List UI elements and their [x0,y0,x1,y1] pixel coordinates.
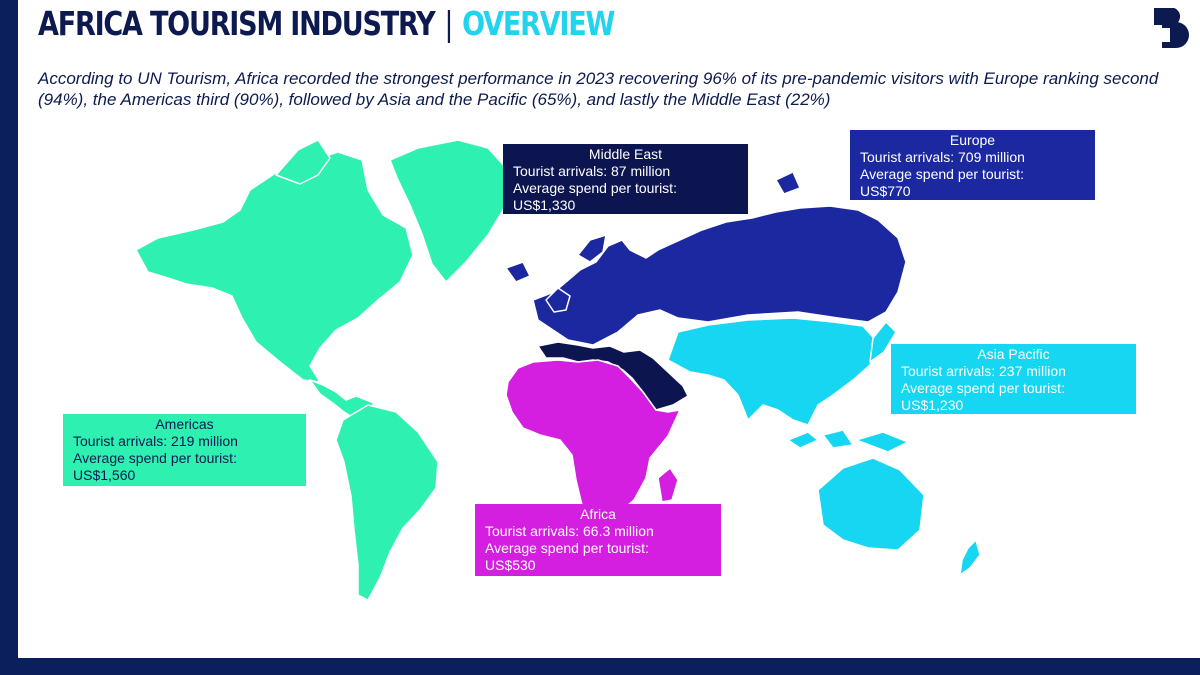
world-map [135,139,981,601]
b-logo-icon [1154,8,1189,48]
region-spend-label: Average spend per tourist: [73,450,237,466]
subtitle: According to UN Tourism, Africa recorded… [38,69,1159,109]
slide: AFRICA TOURISM INDUSTRY | OVERVIEW Accordi… [18,0,1200,658]
region-arrivals: Tourist arrivals: 87 million [513,163,671,179]
region-name: Middle East [588,146,663,162]
region-spend-label: Average spend per tourist: [860,166,1024,182]
region-arrivals: Tourist arrivals: 219 million [73,433,238,449]
region-box-americas: Americas Tourist arrivals: 219 million A… [63,414,306,486]
region-spend-label: Average spend per tourist: [513,180,677,196]
region-name: Americas [155,416,214,432]
region-box-middle-east: Middle East Tourist arrivals: 87 million… [503,144,748,214]
region-name: Asia Pacific [977,346,1050,362]
map-region-europe [505,171,907,346]
region-box-africa: Africa Tourist arrivals: 66.3 million Av… [475,504,721,576]
region-name: Africa [580,506,616,522]
map-region-africa [505,359,681,527]
map-region-americas [135,139,509,601]
region-spend: US$1,330 [513,197,576,213]
region-spend: US$530 [485,557,536,573]
region-spend: US$770 [860,183,911,199]
region-arrivals: Tourist arrivals: 66.3 million [485,523,654,539]
region-spend-label: Average spend per tourist: [901,380,1065,396]
region-name: Europe [949,132,996,148]
title-separator: | [444,4,453,43]
title-section: OVERVIEW [462,4,615,43]
region-box-europe: Europe Tourist arrivals: 709 million Ave… [850,130,1095,200]
page-title: AFRICA TOURISM INDUSTRY | OVERVIEW [38,4,615,43]
map-region-asia-pacific [667,317,981,576]
region-arrivals: Tourist arrivals: 709 million [860,149,1025,165]
region-spend: US$1,230 [901,397,964,413]
region-box-asia-pacific: Asia Pacific Tourist arrivals: 237 milli… [891,344,1136,414]
region-spend: US$1,560 [73,467,136,483]
region-spend-label: Average spend per tourist: [485,540,649,556]
title-main: AFRICA TOURISM INDUSTRY [38,4,436,43]
region-arrivals: Tourist arrivals: 237 million [901,363,1066,379]
